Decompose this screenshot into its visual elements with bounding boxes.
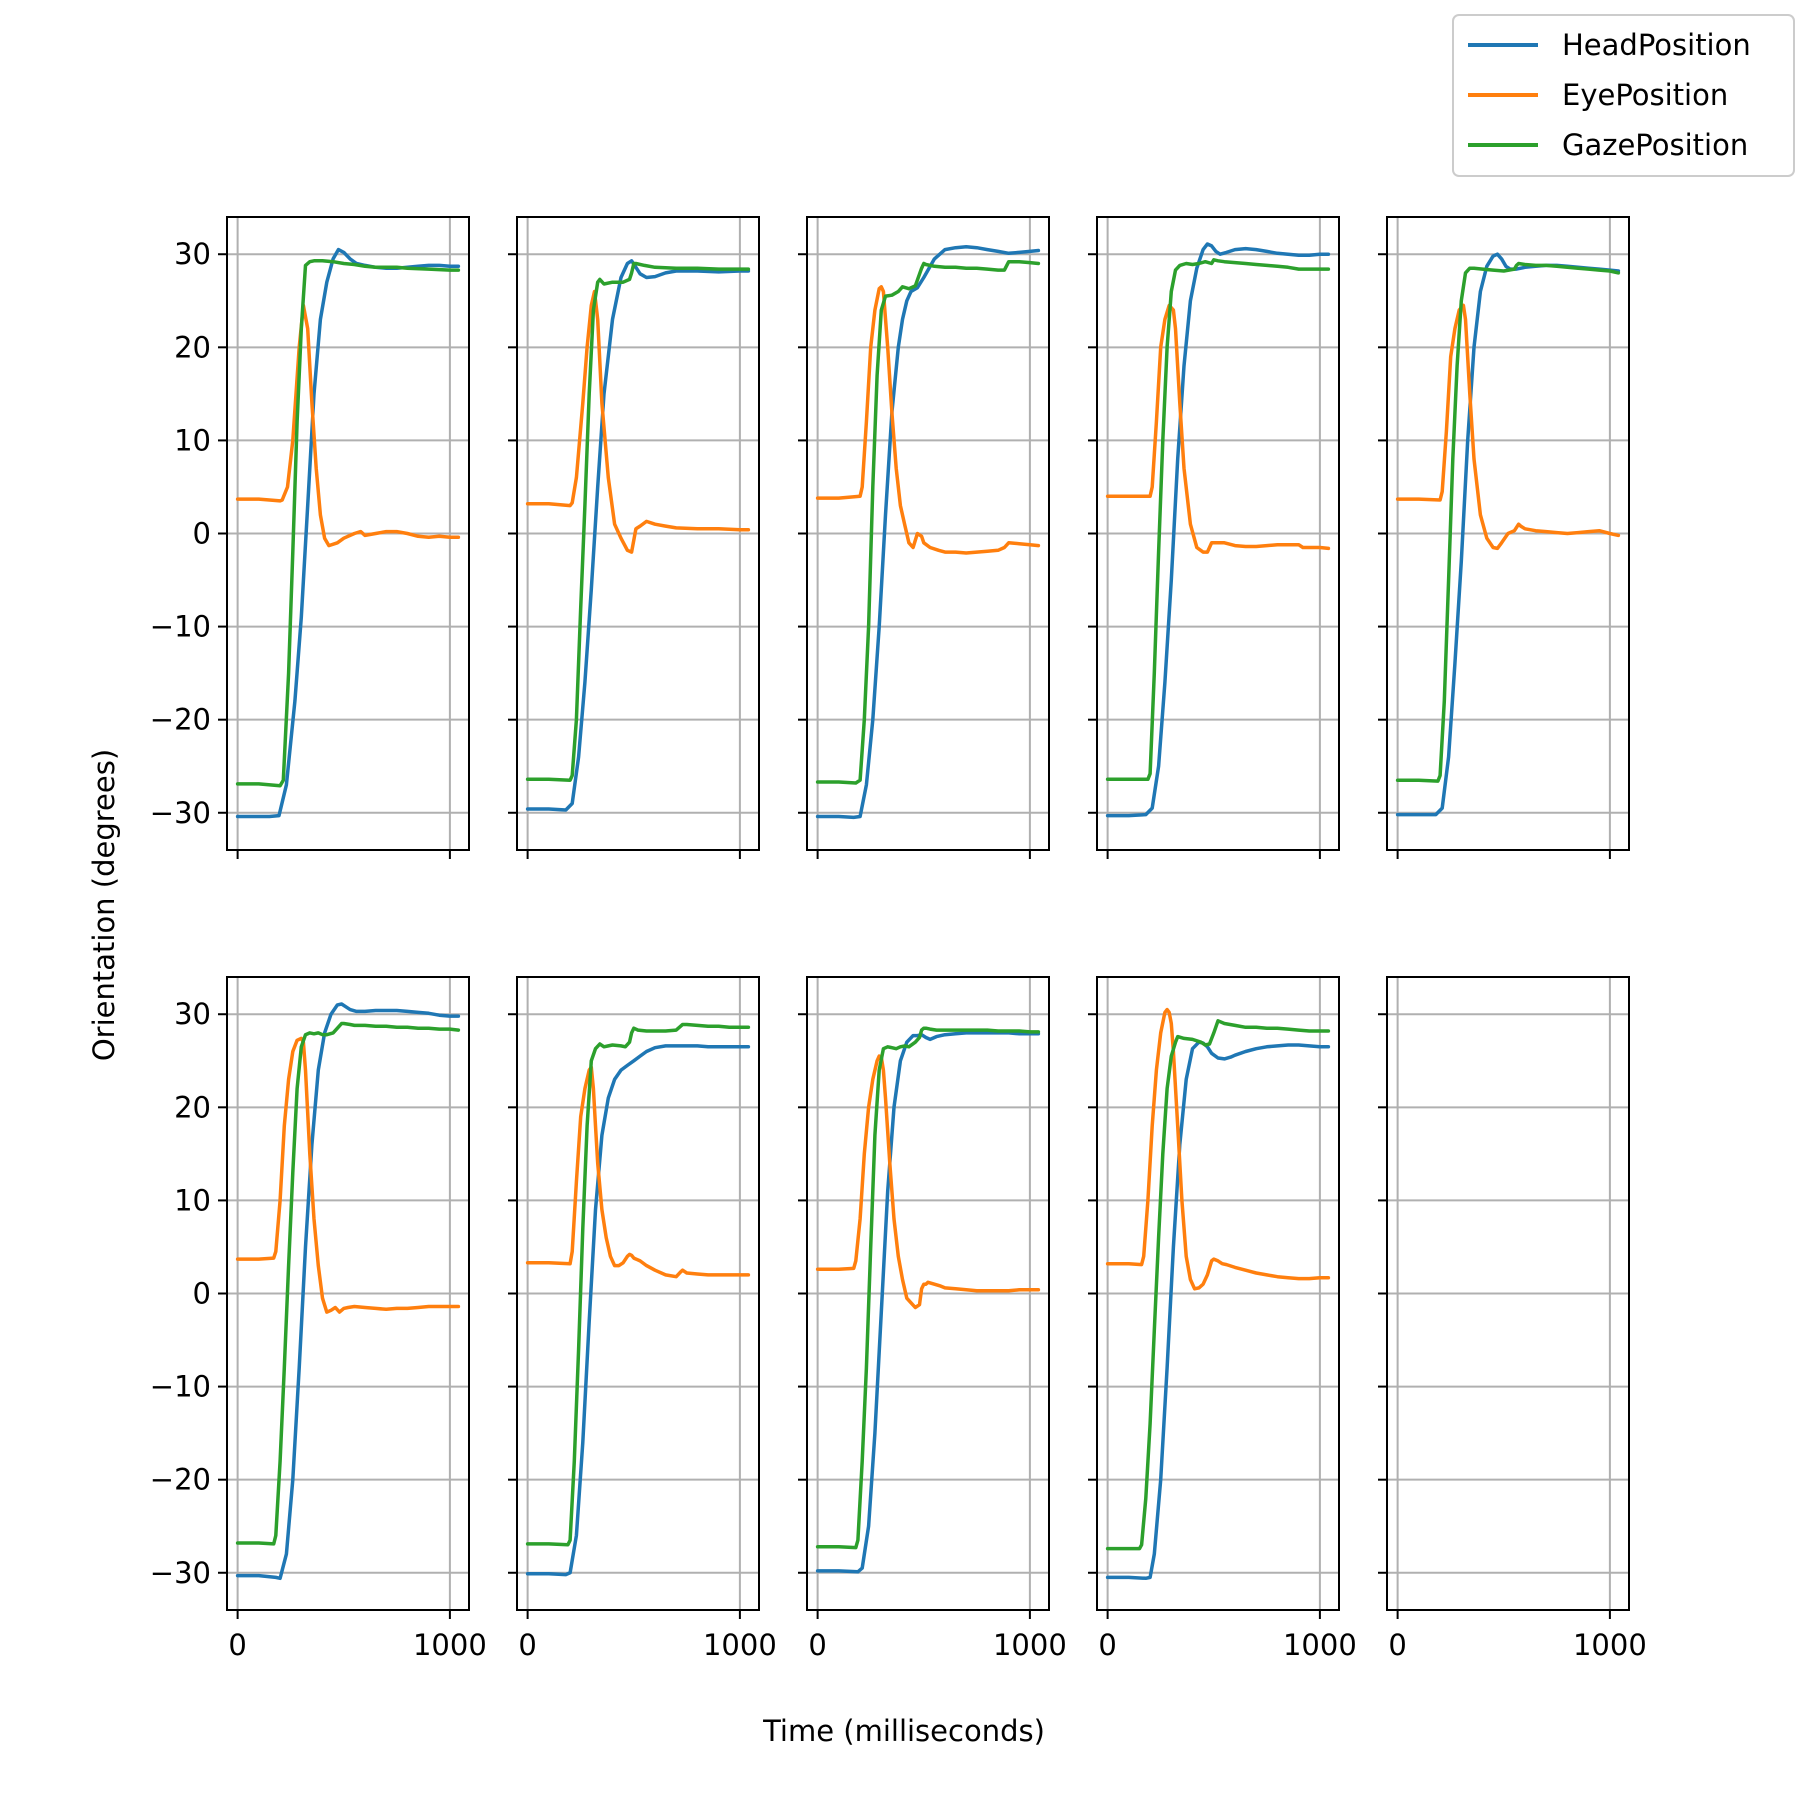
y-tick-label: 20 (174, 330, 211, 364)
series-line-head-position (1105, 1040, 1331, 1581)
x-tick-label: 1000 (413, 1628, 487, 1662)
series-line-eye-position (235, 303, 461, 548)
x-tick-label: 0 (1388, 1628, 1406, 1662)
panel-r1-c3: 0 1000 (1088, 976, 1357, 1662)
y-tick-label: 10 (174, 423, 211, 457)
panel-r1-c2: 0 1000 (798, 976, 1067, 1662)
series-line-eye-position (1105, 303, 1331, 554)
y-tick-label: 0 (193, 1277, 211, 1311)
series-line-gaze-position (815, 1026, 1041, 1550)
x-tick-label: 0 (1098, 1628, 1116, 1662)
y-tick-label: −10 (150, 1370, 211, 1404)
series-line-gaze-position (525, 261, 751, 782)
series-line-gaze-position (1105, 1019, 1331, 1551)
series-line-gaze-position (1395, 261, 1621, 783)
series-line-eye-position (1105, 1007, 1331, 1291)
series-line-gaze-position (815, 259, 1041, 785)
x-tick-label: 1000 (703, 1628, 777, 1662)
x-tick-label: 1000 (993, 1628, 1067, 1662)
panel-r0-c2 (798, 216, 1050, 859)
series-line-head-position (815, 1031, 1041, 1574)
x-tick-label: 1000 (1573, 1628, 1647, 1662)
x-tick-label: 0 (808, 1628, 826, 1662)
y-tick-label: −10 (150, 610, 211, 644)
y-tick-label: −30 (150, 1556, 211, 1590)
y-tick-label: 20 (174, 1090, 211, 1124)
panel-r0-c4 (1378, 216, 1630, 859)
x-axis-label: Time (milliseconds) (762, 1714, 1045, 1748)
series-line-eye-position (525, 1065, 751, 1279)
series-line-eye-position (1395, 303, 1621, 551)
y-tick-label: −30 (150, 796, 211, 830)
y-axis-label: Orientation (degrees) (87, 749, 121, 1061)
y-tick-label: 10 (174, 1183, 211, 1217)
panel-r1-c4: 0 1000 (1378, 976, 1647, 1662)
panel-r0-c0: −30 −20 −10 0 10 20 30 (150, 216, 470, 859)
series-line-head-position (525, 1044, 751, 1577)
series-line-gaze-position (235, 259, 461, 788)
y-tick-label: 30 (174, 997, 211, 1031)
series-line-head-position (235, 247, 461, 819)
series-line-eye-position (235, 1036, 461, 1314)
series-line-eye-position (815, 285, 1041, 555)
series-line-gaze-position (525, 1022, 751, 1547)
legend-label-gaze-position: GazePosition (1562, 128, 1748, 162)
small-multiples-grid: −30 −20 −10 0 10 20 30 0 1000 −30 −20 −10 0 10 20 30 0 10… (150, 216, 1647, 1662)
x-tick-label: 0 (518, 1628, 536, 1662)
series-line-eye-position (525, 289, 751, 554)
y-tick-label: −20 (150, 703, 211, 737)
legend-label-eye-position: EyePosition (1562, 78, 1728, 112)
x-tick-label: 0 (228, 1628, 246, 1662)
y-tick-label: −20 (150, 1463, 211, 1497)
series-line-head-position (235, 1002, 461, 1581)
legend[interactable]: HeadPosition EyePosition GazePosition (1452, 14, 1795, 177)
panel-r0-c3 (1088, 216, 1340, 859)
legend-label-head-position: HeadPosition (1562, 28, 1751, 62)
x-tick-label: 1000 (1283, 1628, 1357, 1662)
series-line-eye-position (815, 1054, 1041, 1310)
series-line-head-position (1105, 242, 1331, 818)
legend-frame (1452, 14, 1795, 177)
series-line-head-position (815, 245, 1041, 820)
panel-r0-c1 (508, 216, 760, 859)
series-line-gaze-position (235, 1021, 461, 1546)
panel-r1-c1: 0 1000 (508, 976, 777, 1662)
series-line-gaze-position (1105, 258, 1331, 782)
y-tick-label: 30 (174, 237, 211, 271)
y-tick-label: 0 (193, 517, 211, 551)
series-line-head-position (525, 259, 751, 812)
panel-r1-c0: 0 1000 −30 −20 −10 0 10 20 30 (150, 976, 487, 1662)
